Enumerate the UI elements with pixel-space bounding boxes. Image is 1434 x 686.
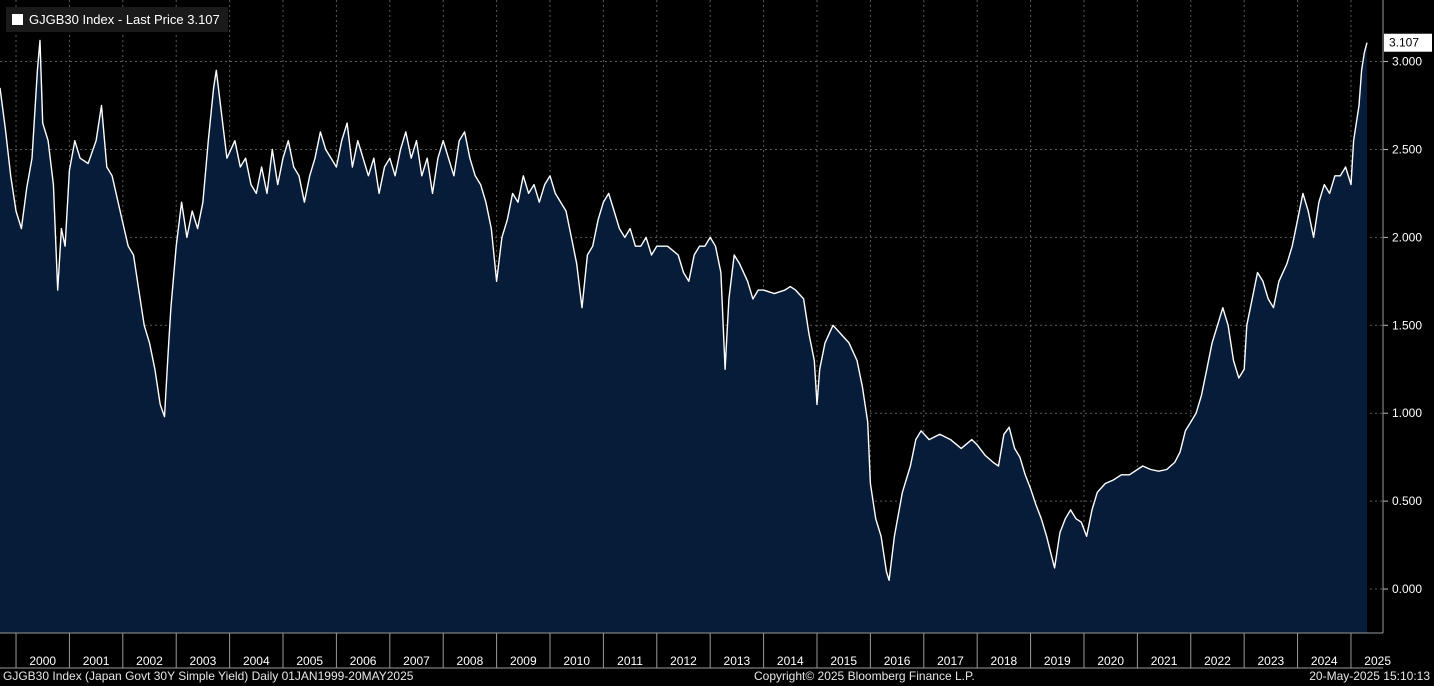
x-tick-label: 2010: [563, 654, 590, 668]
last-price-marker: 3.107: [1384, 33, 1432, 52]
yield-area-fill: [0, 40, 1367, 633]
x-tick-label: 2022: [1204, 654, 1231, 668]
x-tick-label: 2023: [1258, 654, 1285, 668]
x-tick-label: 2005: [296, 654, 323, 668]
x-tick-label: 2021: [1151, 654, 1178, 668]
y-tick-label: 2.500: [1392, 142, 1422, 156]
footer-timestamp: 20-May-2025 15:10:13: [1309, 669, 1430, 683]
legend-label: GJGB30 Index - Last Price 3.107: [29, 12, 220, 27]
x-tick-label: 2007: [403, 654, 430, 668]
footer-copyright: Copyright© 2025 Bloomberg Finance L.P.: [754, 669, 975, 683]
x-tick-label: 2002: [136, 654, 163, 668]
x-tick-label: 2003: [190, 654, 217, 668]
last-price-label: 3.107: [1389, 36, 1419, 50]
y-tick-label: 3.000: [1392, 55, 1422, 69]
y-tick-label: 1.500: [1392, 318, 1422, 332]
y-tick-label: 0.500: [1392, 494, 1422, 508]
x-tick-label: 2014: [777, 654, 804, 668]
x-tick-label: 2015: [830, 654, 857, 668]
footer-description: GJGB30 Index (Japan Govt 30Y Simple Yiel…: [3, 669, 414, 683]
x-tick-label: 2018: [991, 654, 1018, 668]
x-tick-label: 2009: [510, 654, 537, 668]
x-tick-label: 2004: [243, 654, 270, 668]
yield-line: [0, 39, 1368, 581]
x-axis: 2000 2001 2002 2003 2004 2005 2006 2007 2008 2009…: [0, 632, 1391, 669]
x-tick-label: 2013: [724, 654, 751, 668]
x-tick-label: 2024: [1311, 654, 1338, 668]
x-tick-label: 2008: [457, 654, 484, 668]
last-price-badge: [1384, 33, 1432, 52]
x-tick-label: 2006: [350, 654, 377, 668]
legend-swatch-icon: [12, 14, 23, 25]
x-tick-label: 2012: [670, 654, 697, 668]
y-tick-label: 1.000: [1392, 406, 1422, 420]
x-tick-label: 2016: [884, 654, 911, 668]
x-tick-label: 2019: [1044, 654, 1071, 668]
x-tick-label: 2017: [937, 654, 964, 668]
y-tick-label: 0.000: [1392, 582, 1422, 596]
x-tick-label: 2001: [83, 654, 110, 668]
x-tick-label: 2000: [29, 654, 56, 668]
legend: GJGB30 Index - Last Price 3.107: [6, 7, 228, 32]
x-tick-label: 2025: [1364, 654, 1391, 668]
x-tick-label: 2011: [617, 654, 643, 668]
y-axis: 0.000 0.500 1.000 1.500 2.000 2.500 3.000: [1382, 0, 1422, 633]
x-tick-label: 2020: [1097, 654, 1124, 668]
y-tick-label: 2.000: [1392, 230, 1422, 244]
